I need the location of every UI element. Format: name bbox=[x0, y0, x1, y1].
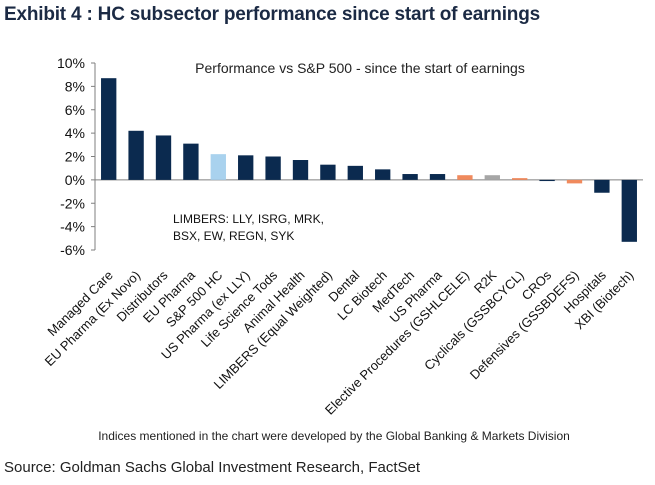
limbers-annotation-line-2: BSX, EW, REGN, SYK bbox=[173, 229, 294, 243]
bar bbox=[402, 174, 418, 180]
bar bbox=[101, 78, 117, 180]
bar bbox=[539, 179, 555, 182]
y-tick-label: 10% bbox=[57, 55, 85, 71]
y-tick-label: 8% bbox=[65, 78, 85, 94]
bar bbox=[566, 179, 583, 184]
bar bbox=[621, 179, 637, 242]
y-tick-label: 2% bbox=[65, 149, 85, 165]
y-tick-label: -2% bbox=[60, 195, 85, 211]
y-tick-label: -4% bbox=[60, 219, 85, 235]
bar bbox=[594, 179, 610, 193]
bar bbox=[429, 174, 446, 180]
exhibit-title: Exhibit 4 : HC subsector performance sin… bbox=[4, 4, 540, 25]
chart-footnote: Indices mentioned in the chart were deve… bbox=[98, 429, 570, 443]
bar bbox=[375, 169, 391, 180]
y-tick-label: 6% bbox=[65, 102, 85, 118]
y-tick-label: 4% bbox=[65, 125, 85, 141]
bar bbox=[155, 135, 172, 180]
axes-layer: 10% 8% 6% 4% 2% 0% -2% -4% -6% bbox=[57, 55, 643, 258]
source-note: Source: Goldman Sachs Global Investment … bbox=[4, 459, 421, 476]
y-tick-label: -6% bbox=[60, 242, 85, 258]
bar bbox=[128, 130, 144, 180]
bars-layer bbox=[101, 78, 637, 242]
bar bbox=[484, 175, 500, 180]
bar bbox=[210, 154, 226, 180]
bar bbox=[512, 178, 528, 180]
limbers-annotation-line-1: LIMBERS: LLY, ISRG, MRK, bbox=[173, 212, 324, 226]
bar bbox=[183, 143, 199, 180]
bar bbox=[457, 175, 473, 180]
y-tick-label: 0% bbox=[65, 172, 85, 188]
bar bbox=[292, 160, 309, 180]
bar bbox=[238, 155, 254, 180]
chart-area: 10% 8% 6% 4% 2% 0% -2% -4% -6% Managed Care EU Ph… bbox=[0, 40, 655, 448]
bar bbox=[347, 165, 363, 180]
chart-title: Performance vs S&P 500 - since the start… bbox=[195, 60, 525, 76]
bar bbox=[265, 156, 281, 180]
bar bbox=[320, 164, 336, 180]
